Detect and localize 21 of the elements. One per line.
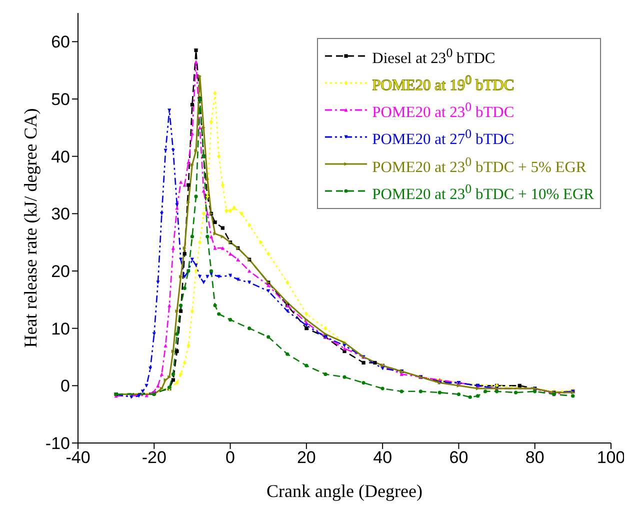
x-tick-label: 40 <box>373 448 392 468</box>
x-tick-label: 20 <box>296 448 316 468</box>
legend-label: Diesel at 23$^{0}$ bTDC <box>372 44 496 70</box>
y-tick-label: 10 <box>51 319 70 338</box>
legend-label: POME20 at 19$^{0}$ bTDC <box>372 71 514 96</box>
y-tick-label: 20 <box>51 262 70 282</box>
y-axis-title: Heat release rate (kJ/ degree CA) <box>20 108 40 348</box>
x-tick-label: 80 <box>525 448 544 468</box>
y-tick-label: 30 <box>51 204 70 224</box>
x-axis-title: Crank angle (Degree) <box>266 481 422 501</box>
x-tick-label: -20 <box>142 448 166 468</box>
y-tick-label: 60 <box>51 32 70 52</box>
legend-label: POME20 at 23$^{0}$ bTDC <box>372 98 514 124</box>
y-tick-label: 0 <box>60 376 70 396</box>
x-tick-label: 60 <box>449 448 468 468</box>
y-tick-label: 50 <box>51 90 70 110</box>
legend-label: POME20 at 23$^{0}$ bTDC + 10% EGR <box>372 180 594 205</box>
y-tick-label: 40 <box>51 147 70 166</box>
x-tick-label: 0 <box>226 448 236 468</box>
legend-label: POME20 at 23$^{0}$ bTDC + 5% EGR <box>372 152 586 178</box>
legend-label: POME20 at 27$^{0}$ bTDC <box>372 125 514 151</box>
